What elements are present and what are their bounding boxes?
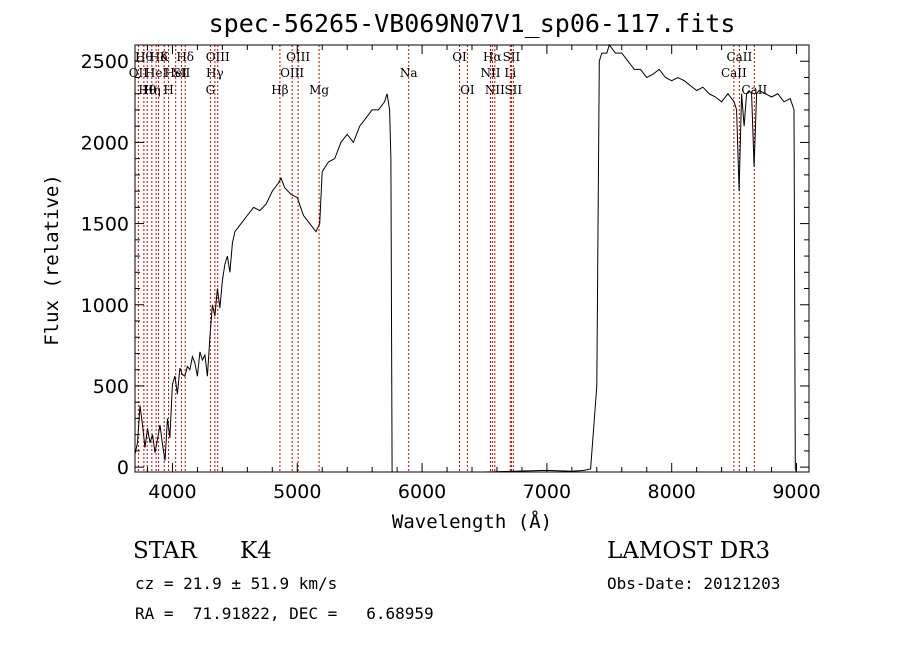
x-tick-label-7000: 7000 (523, 481, 571, 503)
y-axis-label: Flux (relative) (41, 174, 63, 346)
line-label-15: OIII (280, 66, 304, 80)
x-tick-label-4000: 4000 (148, 481, 196, 503)
line-label-16: OIII (286, 50, 310, 64)
line-label-9: SII (173, 66, 191, 80)
line-label-2: Hθ (138, 83, 156, 97)
line-label-26: SII (504, 83, 522, 97)
object-subclass: K4 (240, 538, 272, 564)
emission-line-markers (137, 45, 755, 472)
line-label-5: Hδ (150, 50, 168, 64)
line-label-13: OIII (206, 50, 230, 64)
y-tick-label-1500: 1500 (81, 214, 129, 236)
survey-label: LAMOST DR3 (607, 538, 771, 564)
y-tick-label-0: 0 (117, 457, 129, 479)
y-tick-label-1000: 1000 (81, 295, 129, 317)
x-tick-label-8000: 8000 (648, 481, 696, 503)
line-label-14: Hβ (271, 83, 288, 97)
line-label-22: Hα (483, 50, 502, 64)
line-label-4: HeI (145, 66, 168, 80)
coordinates-text: RA = 71.91822, DEC = 6.68959 (135, 604, 434, 623)
line-label-12: Hγ (206, 66, 224, 80)
line-label-11: G (206, 83, 216, 97)
line-label-27: CaII (721, 66, 747, 80)
y-tick-label-2500: 2500 (81, 51, 129, 73)
y-tick-label-2000: 2000 (81, 132, 129, 154)
line-label-17: Mg (309, 83, 329, 97)
obs-date-text: Obs-Date: 20121203 (607, 574, 781, 593)
line-label-18: Na (400, 66, 418, 80)
line-label-6: K (160, 50, 170, 64)
emission-line-labels: OIIHθHθHηHeIHδKHHeISIIHδGHγOIIIHβOIIIOII… (129, 50, 768, 97)
plot-frame (134, 44, 810, 473)
object-class: STAR (133, 538, 197, 564)
y-tick-label-500: 500 (93, 376, 129, 398)
line-label-24: Li (504, 66, 516, 80)
line-label-0: OII (129, 66, 149, 80)
x-axis-ticks: 4000 5000 6000 7000 8000 9000 (146, 45, 821, 503)
x-tick-label-6000: 6000 (398, 481, 446, 503)
line-label-23: NII (485, 83, 505, 97)
line-label-21: NII (480, 66, 500, 80)
line-label-28: CaII (726, 50, 752, 64)
line-label-29: CaII (741, 83, 767, 97)
x-tick-label-9000: 9000 (772, 481, 820, 503)
x-axis-label: Wavelength (Å) (392, 510, 552, 533)
x-tick-label-5000: 5000 (273, 481, 321, 503)
velocity-text: cz = 21.9 ± 51.9 km/s (135, 574, 338, 593)
line-label-20: OI (460, 83, 475, 97)
line-label-10: Hδ (176, 50, 194, 64)
line-label-8: HeI (165, 66, 188, 80)
chart-title: spec-56265-VB069N07V1_sp06-117.fits (209, 9, 736, 38)
y-axis-ticks: 0 500 1000 1500 2000 2500 (81, 51, 809, 479)
line-label-1: Hθ (135, 50, 153, 64)
line-label-25: SII (503, 50, 521, 64)
line-label-7: H (163, 83, 173, 97)
spectrum-line (134, 43, 798, 473)
line-label-3: Hη (143, 83, 161, 97)
line-label-19: OI (452, 50, 467, 64)
